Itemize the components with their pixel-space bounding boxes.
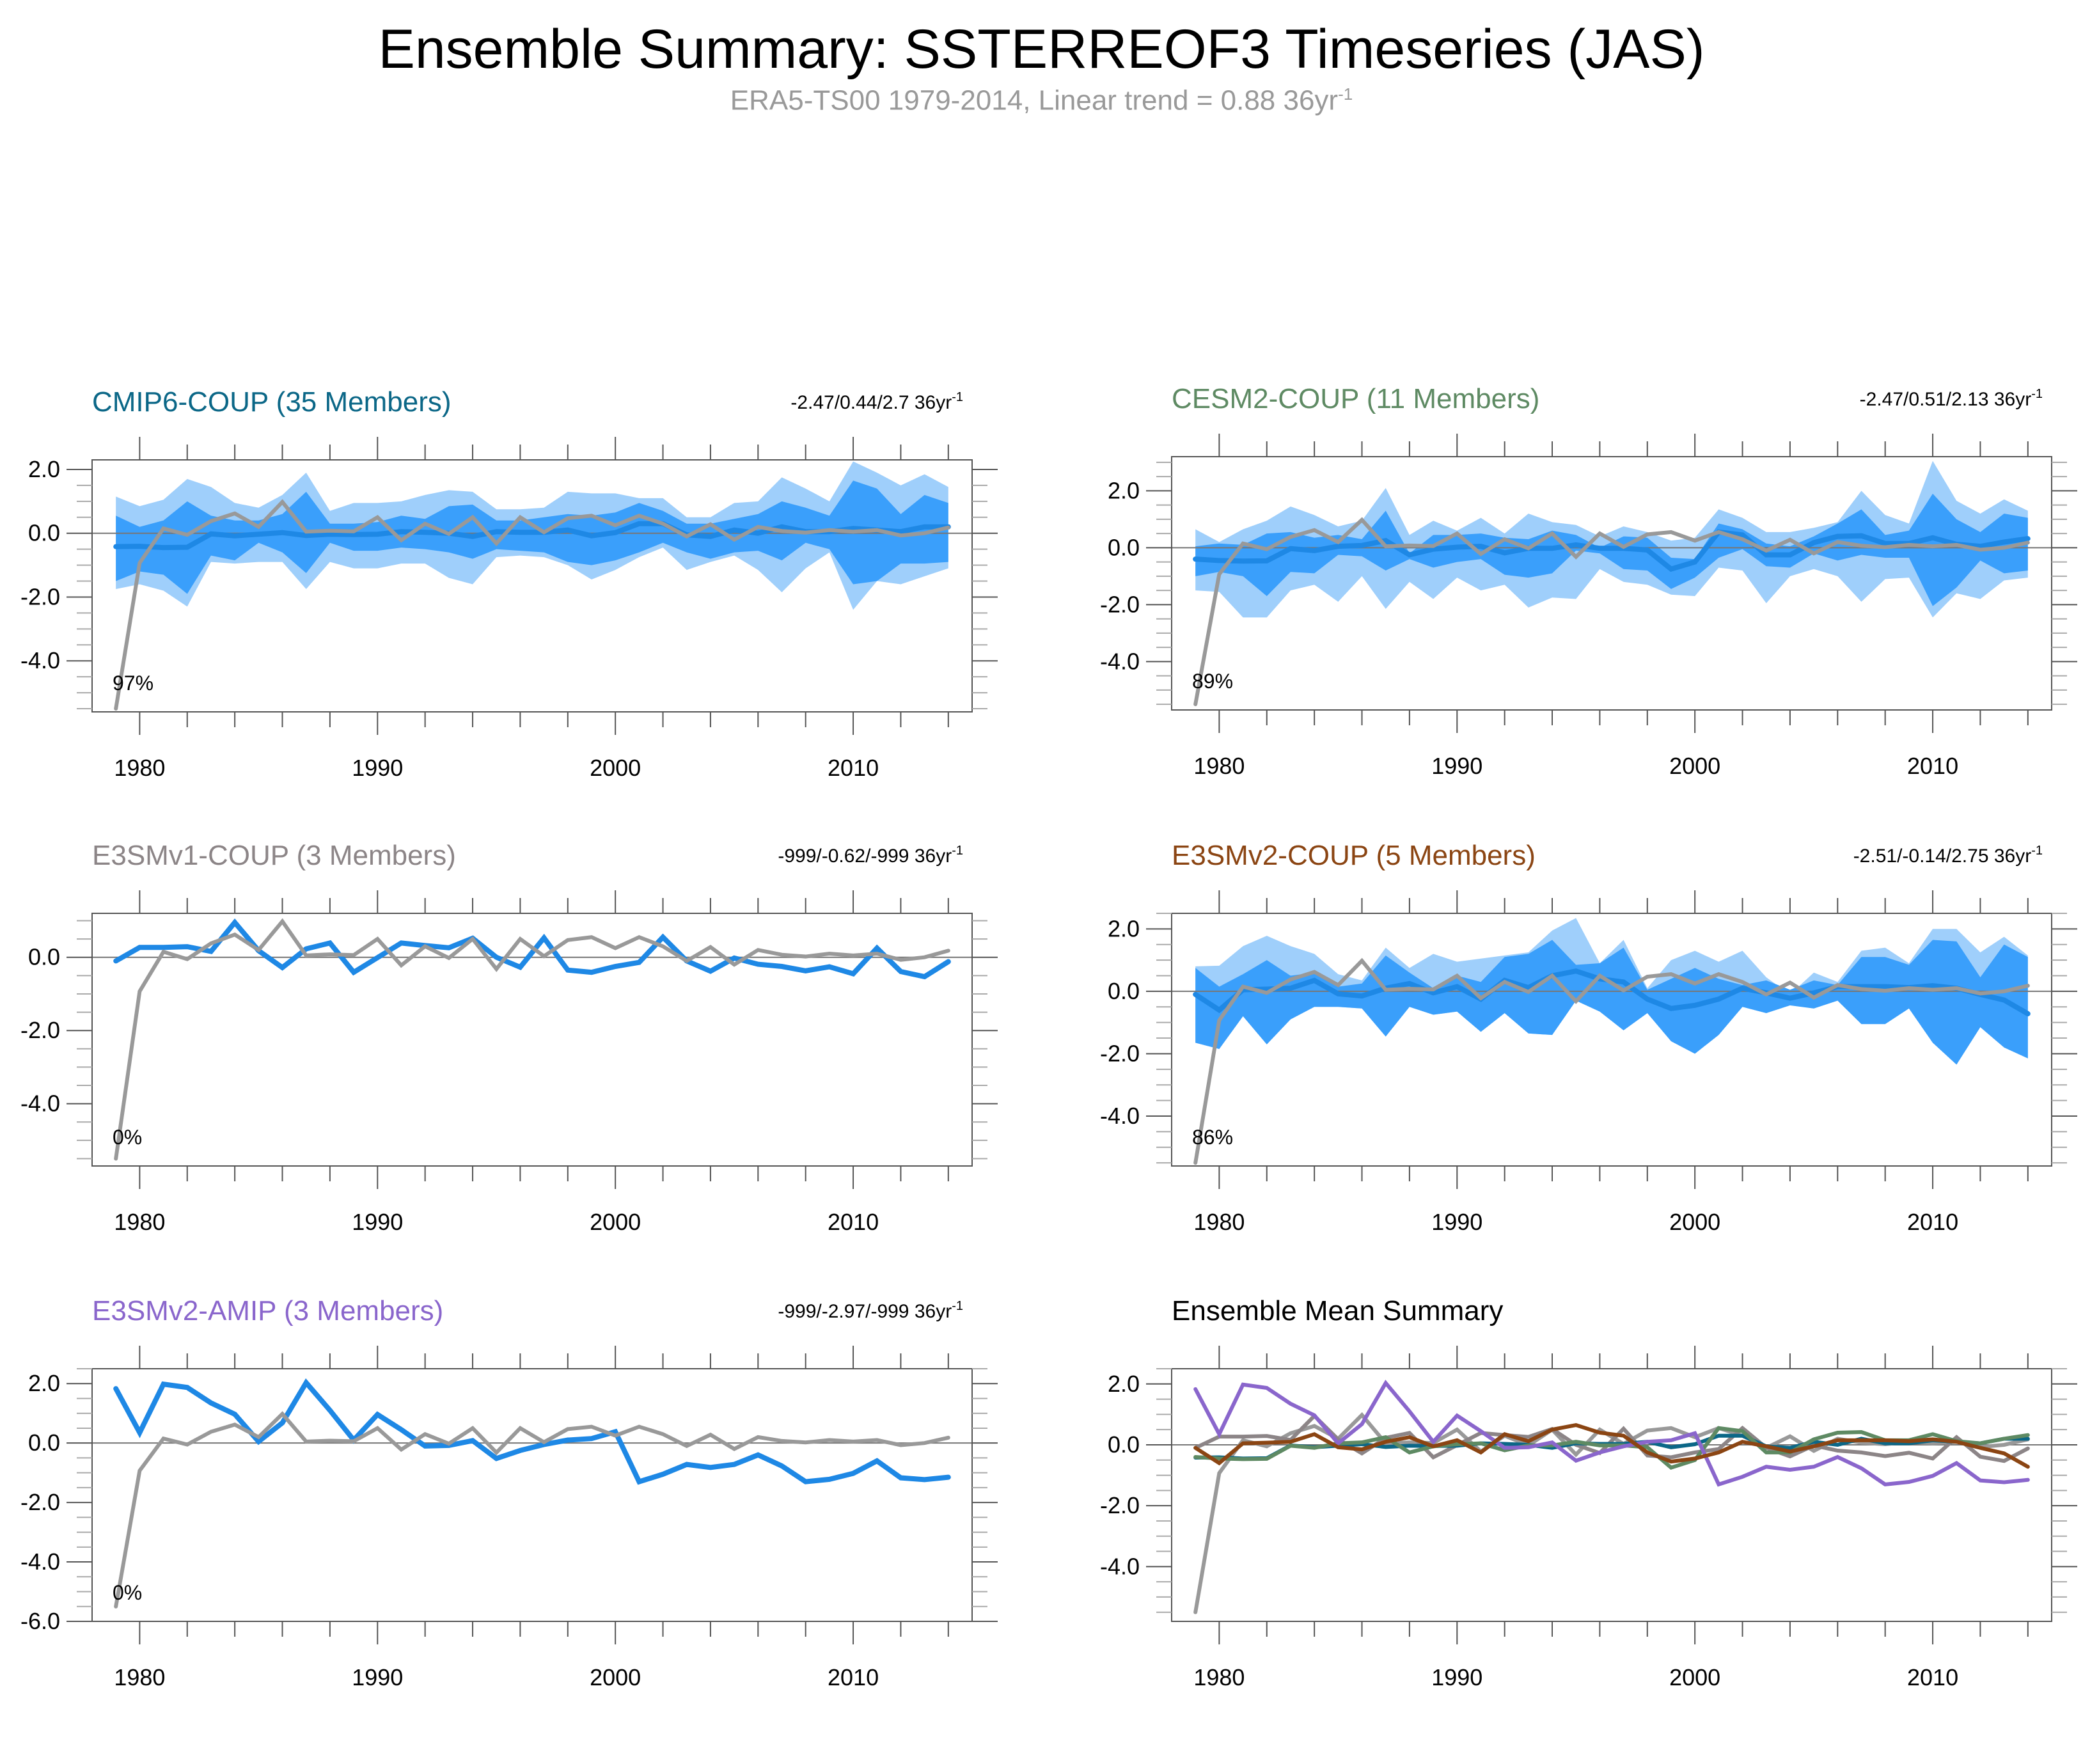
y-tick-label: 2.0 bbox=[28, 456, 60, 482]
y-tick-label: 0.0 bbox=[28, 944, 60, 970]
series-line-e3smv2-coup bbox=[1193, 1422, 2030, 1469]
x-tick-label: 2010 bbox=[1907, 1209, 1958, 1235]
y-tick-label: -4.0 bbox=[1100, 1553, 1140, 1579]
y-tick-label: 2.0 bbox=[28, 1370, 60, 1396]
figure-subtitle: ERA5-TS00 1979-2014, Linear trend = 0.88… bbox=[0, 84, 2083, 117]
panel-title: E3SMv2-COUP (5 Members) bbox=[1172, 840, 1536, 871]
y-tick-label: -2.0 bbox=[1100, 591, 1140, 617]
plot-frame bbox=[91, 1368, 973, 1622]
y-tick-label: 0.0 bbox=[28, 1429, 60, 1456]
x-tick-label: 2000 bbox=[590, 1664, 641, 1690]
x-tick-label: 1980 bbox=[114, 1209, 165, 1235]
plot-area bbox=[1172, 1369, 2052, 1621]
y-tick-label: -2.0 bbox=[1100, 1492, 1140, 1518]
trend-annotation: -2.47/0.51/2.13 36yr-1 bbox=[1860, 387, 2043, 410]
x-tick-label: 1980 bbox=[1193, 1664, 1245, 1690]
percent-rank-label: 97% bbox=[113, 672, 153, 695]
series-line-e3smv1-coup bbox=[1193, 1413, 2030, 1463]
y-tick-label: 2.0 bbox=[1108, 477, 1140, 503]
y-tick-label: 0.0 bbox=[28, 520, 60, 546]
trend-annotation: -999/-0.62/-999 36yr-1 bbox=[778, 844, 963, 867]
panel-title: CESM2-COUP (11 Members) bbox=[1172, 383, 1539, 414]
percent-rank-label: 0% bbox=[113, 1126, 142, 1149]
trend-annotation: -2.51/-0.14/2.75 36yr-1 bbox=[1853, 844, 2043, 867]
x-tick-label: 1990 bbox=[1431, 1209, 1482, 1235]
y-tick-label: 2.0 bbox=[1108, 915, 1140, 941]
x-tick-label: 1980 bbox=[114, 755, 165, 781]
series-line-era5-ts00 bbox=[1193, 957, 2030, 1165]
x-tick-label: 2010 bbox=[828, 755, 879, 781]
x-tick-label: 1990 bbox=[352, 1664, 403, 1690]
x-tick-label: 1990 bbox=[352, 755, 403, 781]
plot-frame bbox=[91, 459, 973, 713]
plot-area bbox=[92, 1369, 972, 1621]
x-tick-label: 1980 bbox=[114, 1664, 165, 1690]
x-tick-label: 1990 bbox=[1431, 753, 1482, 779]
y-tick-label: 0.0 bbox=[1108, 534, 1140, 560]
series-line-ensemble-mean bbox=[1193, 529, 2031, 572]
subtitle-superscript: -1 bbox=[1338, 84, 1353, 104]
y-tick-label: 0.0 bbox=[1108, 1431, 1140, 1458]
series-line-era5-ts00 bbox=[114, 918, 950, 1161]
x-tick-label: 1990 bbox=[352, 1209, 403, 1235]
x-tick-label: 2000 bbox=[1669, 1209, 1720, 1235]
panel-3: 1980 1990 2000 2010 0.0 -2.0 -4.0 E3SMv1-COUP (… bbox=[20, 840, 998, 1235]
subtitle-text: ERA5-TS00 1979-2014, Linear trend = 0.88… bbox=[730, 84, 1339, 116]
series-line-era5-ts00 bbox=[1193, 517, 2030, 707]
figure-title: Ensemble Summary: SSTERREOF3 Timeseries … bbox=[378, 19, 1705, 80]
panel-1: 1980 1990 2000 2010 2.0 0.0 -2.0 -4.0 CMIP6-COUP… bbox=[20, 386, 998, 781]
x-tick-label: 2010 bbox=[828, 1664, 879, 1690]
x-tick-label: 2010 bbox=[828, 1209, 879, 1235]
inner-spread-band bbox=[116, 480, 948, 594]
y-tick-label: -4.0 bbox=[20, 1548, 60, 1575]
x-tick-label: 1980 bbox=[1193, 1209, 1245, 1235]
panel-6: 1980 1990 2000 2010 2.0 0.0 -2.0 -4.0 Ensemble M… bbox=[1100, 1295, 2077, 1690]
panel-5: 1980 1990 2000 2010 2.0 0.0 -2.0 -4.0 -6.0 E3SMv2… bbox=[20, 1295, 998, 1690]
y-tick-label: -2.0 bbox=[20, 583, 60, 610]
panel-title: CMIP6-COUP (35 Members) bbox=[92, 386, 452, 418]
series-line-e3smv2-amip bbox=[1193, 1380, 2030, 1487]
percent-rank-label: 86% bbox=[1192, 1126, 1233, 1149]
plot-frame bbox=[91, 913, 973, 1167]
panel-title: E3SMv2-AMIP (3 Members) bbox=[92, 1295, 443, 1327]
y-tick-label: -2.0 bbox=[20, 1017, 60, 1043]
trend-annotation: -999/-2.97/-999 36yr-1 bbox=[778, 1299, 963, 1322]
y-tick-label: 0.0 bbox=[1108, 978, 1140, 1004]
percent-rank-label: 89% bbox=[1192, 670, 1233, 693]
inner-spread-band bbox=[1195, 940, 2028, 1065]
y-tick-label: 2.0 bbox=[1108, 1371, 1140, 1397]
x-tick-label: 2000 bbox=[1669, 1664, 1720, 1690]
y-tick-label: -4.0 bbox=[1100, 648, 1140, 674]
series-line-era5-ts00 bbox=[114, 499, 950, 711]
y-tick-label: -4.0 bbox=[20, 1091, 60, 1117]
panel-title: E3SMv1-COUP (3 Members) bbox=[92, 840, 456, 871]
trend-annotation: -2.47/0.44/2.7 36yr-1 bbox=[790, 390, 963, 413]
y-tick-label: -4.0 bbox=[1100, 1103, 1140, 1129]
x-tick-label: 1990 bbox=[1431, 1664, 1482, 1690]
x-tick-label: 2000 bbox=[590, 755, 641, 781]
series-line-era5-ts00 bbox=[114, 1411, 950, 1609]
plot-frame bbox=[1171, 456, 2052, 711]
panel-title: Ensemble Mean Summary bbox=[1172, 1295, 1503, 1327]
plot-frame bbox=[1171, 913, 2052, 1167]
series-line-ensemble-mean bbox=[1193, 968, 2031, 1017]
percent-rank-label: 0% bbox=[113, 1581, 142, 1604]
plot-frame bbox=[1171, 1368, 2052, 1622]
x-tick-label: 2000 bbox=[590, 1209, 641, 1235]
panel-4: 1980 1990 2000 2010 2.0 0.0 -2.0 -4.0 E3SMv2-COU… bbox=[1100, 840, 2077, 1235]
x-tick-label: 2000 bbox=[1669, 753, 1720, 779]
y-tick-label: -4.0 bbox=[20, 647, 60, 673]
y-tick-label: -6.0 bbox=[20, 1608, 60, 1634]
y-tick-label: -2.0 bbox=[1100, 1040, 1140, 1066]
y-tick-label: -2.0 bbox=[20, 1489, 60, 1515]
panel-2: 1980 1990 2000 2010 2.0 0.0 -2.0 -4.0 CESM2-COUP… bbox=[1100, 383, 2077, 779]
x-tick-label: 2010 bbox=[1907, 753, 1958, 779]
x-tick-label: 2010 bbox=[1907, 1664, 1958, 1690]
x-tick-label: 1980 bbox=[1193, 753, 1245, 779]
